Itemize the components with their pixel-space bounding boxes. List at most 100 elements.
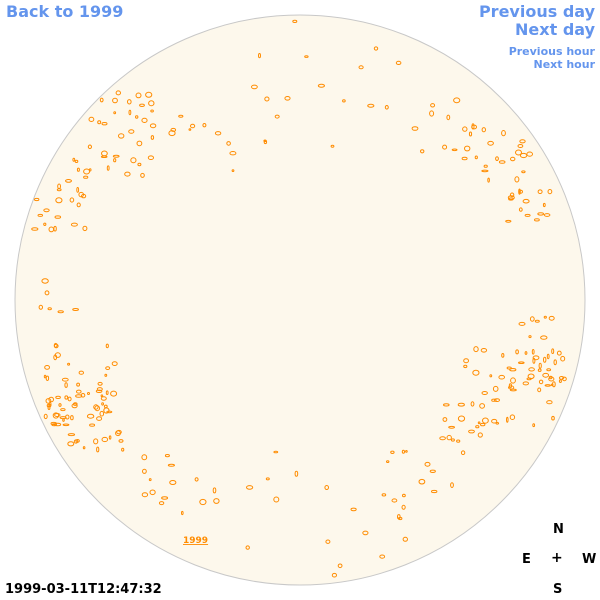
contour-mark bbox=[442, 417, 448, 422]
contour-mark bbox=[477, 421, 481, 425]
contour-mark bbox=[540, 335, 548, 340]
contour-mark bbox=[461, 156, 468, 161]
contour-mark bbox=[373, 46, 379, 51]
contour-mark bbox=[498, 160, 506, 164]
contour-mark bbox=[495, 156, 499, 162]
contour-mark bbox=[251, 84, 258, 90]
contour-mark bbox=[53, 354, 58, 361]
contour-mark bbox=[65, 179, 72, 183]
contour-mark bbox=[551, 348, 555, 355]
contour-mark bbox=[54, 422, 62, 427]
contour-mark bbox=[149, 123, 157, 129]
back-to-year-link[interactable]: Back to 1999 bbox=[6, 2, 124, 21]
contour-mark bbox=[164, 454, 170, 458]
contour-mark bbox=[43, 413, 48, 420]
contour-mark bbox=[331, 572, 337, 578]
contour-mark bbox=[110, 390, 118, 397]
contour-mark bbox=[501, 130, 506, 137]
map-year-label[interactable]: 1999 bbox=[183, 536, 208, 546]
contour-mark bbox=[147, 155, 154, 160]
contour-mark bbox=[556, 350, 562, 356]
contour-mark bbox=[87, 144, 93, 150]
contour-mark bbox=[398, 516, 403, 521]
contour-mark bbox=[358, 65, 364, 70]
contour-mark bbox=[140, 172, 145, 178]
contour-mark bbox=[115, 430, 121, 437]
contour-mark bbox=[544, 384, 551, 387]
contour-mark bbox=[494, 398, 500, 403]
contour-mark bbox=[81, 193, 87, 199]
contour-mark bbox=[43, 374, 47, 379]
contour-mark bbox=[106, 165, 110, 171]
contour-mark bbox=[538, 362, 542, 369]
contour-mark bbox=[55, 197, 63, 204]
contour-mark bbox=[472, 369, 480, 376]
contour-mark bbox=[101, 150, 108, 157]
contour-mark bbox=[420, 149, 425, 154]
contour-mark bbox=[202, 123, 207, 128]
contour-mark bbox=[74, 159, 79, 163]
contour-mark bbox=[231, 169, 235, 173]
contour-mark bbox=[113, 111, 117, 115]
contour-mark bbox=[386, 460, 390, 464]
contour-mark bbox=[93, 404, 99, 410]
previous-hour-link[interactable]: Previous hour bbox=[508, 45, 595, 58]
contour-mark bbox=[246, 485, 254, 490]
contour-mark bbox=[273, 496, 280, 503]
magnetic-contours bbox=[31, 19, 567, 578]
contour-mark bbox=[553, 359, 557, 366]
contour-mark bbox=[528, 367, 535, 372]
contour-mark bbox=[44, 365, 50, 370]
contour-mark bbox=[168, 130, 176, 137]
contour-mark bbox=[128, 129, 135, 134]
contour-mark bbox=[141, 454, 148, 461]
contour-mark bbox=[551, 415, 555, 421]
contour-mark bbox=[515, 149, 522, 156]
contour-mark bbox=[148, 100, 155, 107]
contour-mark bbox=[482, 417, 489, 424]
contour-mark bbox=[450, 438, 455, 442]
contour-mark bbox=[456, 439, 461, 443]
contour-mark bbox=[75, 439, 80, 443]
contour-mark bbox=[112, 154, 120, 158]
contour-mark bbox=[543, 356, 547, 363]
contour-mark bbox=[41, 278, 49, 284]
contour-mark bbox=[127, 99, 132, 105]
contour-mark bbox=[76, 382, 80, 387]
contour-mark bbox=[509, 414, 516, 421]
contour-mark bbox=[108, 435, 112, 440]
contour-mark bbox=[495, 422, 500, 425]
next-hour-link[interactable]: Next hour bbox=[533, 58, 596, 71]
contour-mark bbox=[213, 498, 220, 504]
contour-mark bbox=[317, 83, 325, 88]
contour-mark bbox=[76, 389, 82, 394]
previous-day-link[interactable]: Previous day bbox=[478, 2, 595, 21]
contour-mark bbox=[93, 438, 99, 445]
contour-mark bbox=[83, 168, 91, 175]
contour-mark bbox=[517, 144, 524, 148]
contour-mark bbox=[265, 477, 270, 481]
contour-mark bbox=[292, 19, 298, 23]
contour-mark bbox=[542, 202, 546, 208]
contour-mark bbox=[94, 405, 100, 412]
contour-mark bbox=[342, 99, 346, 103]
observation-timestamp: 1999-03-11T12:47:32 bbox=[5, 582, 162, 597]
contour-mark bbox=[139, 103, 145, 108]
contour-mark bbox=[169, 480, 177, 485]
contour-mark bbox=[470, 401, 475, 407]
contour-mark bbox=[101, 402, 104, 406]
contour-mark bbox=[100, 394, 104, 398]
contour-mark bbox=[475, 425, 480, 429]
contour-mark bbox=[463, 364, 468, 369]
contour-mark bbox=[46, 403, 52, 408]
contour-mark bbox=[105, 343, 109, 349]
next-day-link[interactable]: Next day bbox=[515, 20, 595, 39]
contour-mark bbox=[439, 436, 446, 441]
contour-mark bbox=[158, 501, 165, 506]
contour-mark bbox=[481, 391, 488, 395]
contour-mark bbox=[72, 157, 76, 162]
contour-mark bbox=[330, 144, 335, 148]
contour-mark bbox=[212, 487, 217, 494]
contour-mark bbox=[167, 463, 175, 467]
compass-north-label: N bbox=[553, 522, 564, 537]
